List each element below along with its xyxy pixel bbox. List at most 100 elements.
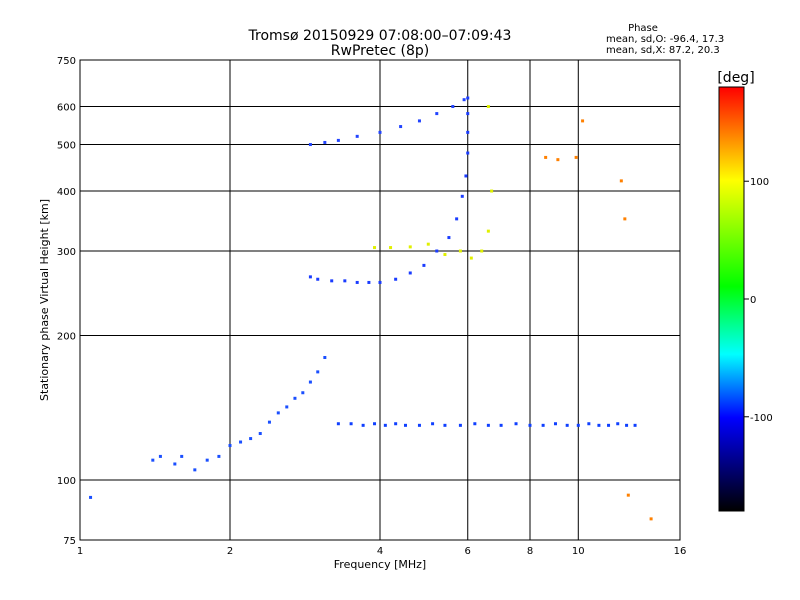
data-point <box>343 279 347 283</box>
data-point <box>556 158 560 162</box>
data-point <box>619 179 623 183</box>
x-tick-label: 10 <box>572 546 585 557</box>
data-point <box>349 422 353 426</box>
data-point <box>581 119 585 123</box>
data-point <box>193 468 197 472</box>
y-tick-label: 500 <box>57 141 76 152</box>
data-point <box>308 380 312 384</box>
data-point <box>466 96 470 100</box>
data-point <box>649 517 653 521</box>
data-point <box>576 423 580 427</box>
data-point <box>473 422 477 426</box>
data-point <box>466 151 470 155</box>
data-point <box>616 422 620 426</box>
data-point <box>367 280 371 284</box>
data-point <box>373 246 377 250</box>
data-point <box>417 423 421 427</box>
data-point <box>330 279 334 283</box>
grid-lines <box>80 60 680 540</box>
data-point <box>574 155 578 159</box>
data-point <box>373 422 377 426</box>
data-point <box>514 422 518 426</box>
data-point <box>394 277 398 281</box>
x-tick-label: 16 <box>674 546 687 557</box>
data-point <box>158 454 162 458</box>
data-point <box>528 423 532 427</box>
y-tick-label: 200 <box>57 332 76 343</box>
data-points <box>89 96 653 521</box>
data-point <box>180 454 184 458</box>
data-point <box>447 236 451 240</box>
data-point <box>443 423 447 427</box>
x-axis-ticks: 1 2 4 6 8 10 16 <box>77 546 687 557</box>
y-axis-ticks: 75 100 200 300 400 500 600 750 <box>57 56 76 547</box>
data-point <box>426 242 430 246</box>
phase-stats-line2: mean, sd,X: 87.2, 20.3 <box>606 45 720 56</box>
data-point <box>451 105 455 109</box>
data-point <box>378 280 382 284</box>
data-point <box>336 422 340 426</box>
data-point <box>293 396 297 400</box>
data-point <box>361 423 365 427</box>
data-point <box>544 155 548 159</box>
chart-subtitle: RwPretec (8p) <box>331 43 429 59</box>
data-point <box>625 423 629 427</box>
data-point <box>308 143 312 147</box>
data-point <box>553 422 557 426</box>
data-point <box>633 423 637 427</box>
data-point <box>394 422 398 426</box>
data-point <box>336 138 340 142</box>
data-point <box>323 355 327 359</box>
x-tick-label: 1 <box>77 546 83 557</box>
colorbar-tick-label: 0 <box>750 295 756 306</box>
y-tick-label: 100 <box>57 476 76 487</box>
data-point <box>301 391 305 395</box>
colorbar <box>718 86 745 512</box>
data-point <box>173 462 177 466</box>
data-point <box>469 256 473 260</box>
x-tick-label: 2 <box>227 546 233 557</box>
data-point <box>285 405 289 409</box>
data-point <box>89 495 93 499</box>
phase-stats-title: Phase <box>628 23 658 34</box>
data-point <box>541 423 545 427</box>
y-tick-label: 600 <box>57 103 76 114</box>
data-point <box>355 280 359 284</box>
y-tick-label: 400 <box>57 187 76 198</box>
data-point <box>587 422 591 426</box>
data-point <box>597 423 601 427</box>
colorbar-tick-label: 100 <box>750 177 769 188</box>
data-point <box>435 112 439 116</box>
data-point <box>258 432 262 436</box>
data-point <box>399 125 403 129</box>
x-tick-label: 6 <box>465 546 471 557</box>
data-point <box>466 112 470 116</box>
data-point <box>267 420 271 424</box>
data-point <box>490 189 494 193</box>
data-point <box>466 130 470 134</box>
y-tick-label: 750 <box>57 56 76 67</box>
colorbar-ticks: 100 0 -100 <box>744 177 773 424</box>
data-point <box>626 493 630 497</box>
data-point <box>276 411 280 415</box>
data-point <box>217 454 221 458</box>
data-point <box>443 253 447 257</box>
data-point <box>323 140 327 144</box>
data-point <box>378 130 382 134</box>
data-point <box>239 440 243 444</box>
data-point <box>422 263 426 267</box>
x-tick-label: 8 <box>527 546 533 557</box>
data-point <box>431 422 435 426</box>
data-point <box>499 423 503 427</box>
data-point <box>316 370 320 374</box>
data-point <box>435 249 439 253</box>
data-point <box>460 194 464 198</box>
data-point <box>464 174 468 178</box>
data-point <box>316 277 320 281</box>
data-point <box>623 217 627 221</box>
data-point <box>458 249 462 253</box>
data-point <box>205 458 209 462</box>
data-point <box>480 249 484 253</box>
data-point <box>486 423 490 427</box>
